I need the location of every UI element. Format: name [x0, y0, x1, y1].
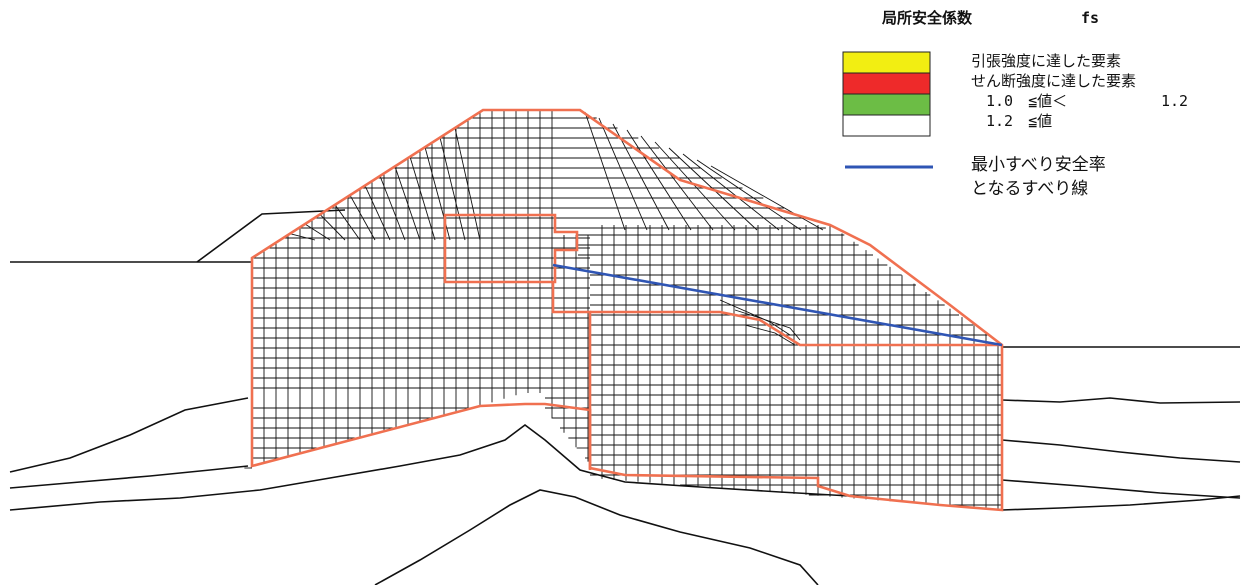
boundary-internal-horizontal	[590, 310, 1002, 347]
legend-swatch-safe	[842, 114, 931, 137]
mesh-fan-right	[598, 117, 648, 231]
ground-line-right-mid	[1001, 397, 1241, 404]
mesh-fan-right	[654, 141, 736, 231]
ground-line-left-dyke	[196, 209, 346, 263]
mesh-fan-right	[640, 135, 714, 231]
mesh-fan-left	[454, 127, 481, 241]
boundary-core	[443, 213, 579, 284]
ground-line-right-deep	[1001, 479, 1241, 499]
mesh-fan-left	[319, 214, 346, 241]
element-mesh	[244, 110, 1002, 510]
mesh-fan-right	[710, 165, 824, 231]
mesh-fan-right	[682, 153, 780, 231]
legend-label-range-upper: 1.2	[1161, 92, 1188, 110]
mesh-fan-left	[289, 233, 316, 241]
mesh-fan-left	[364, 185, 391, 241]
mesh-distortion	[719, 299, 791, 336]
mesh-fan-right	[612, 123, 670, 231]
ground-line-deep	[374, 489, 819, 585]
mesh-fan-right	[696, 159, 802, 231]
zone-boundaries	[250, 108, 1004, 512]
legend-label-shear: せん断強度に達した要素	[971, 72, 1136, 90]
legend-title: 局所安全係数	[881, 9, 973, 27]
ground-line-right-lower	[1001, 439, 1241, 463]
mesh-fan-left	[409, 156, 436, 241]
legend-swatch-range	[842, 93, 931, 116]
boundary-internal-vertical	[551, 282, 592, 470]
mesh-fan-left	[379, 175, 406, 241]
mesh-fan-left	[439, 137, 466, 241]
mesh-distortion	[734, 309, 801, 341]
mesh-fan-left	[304, 223, 331, 241]
mesh-fan-left	[334, 204, 361, 241]
ground-lines	[9, 209, 1241, 585]
legend: 局所安全係数 fs 引張強度に達した要素 せん断強度に達した要素 1.0 ≦値＜…	[842, 9, 1188, 199]
legend-swatch-shear	[842, 72, 931, 95]
mesh-fan-right	[584, 111, 626, 231]
legend-swatch-tension	[842, 51, 931, 74]
ground-line-lower-layer	[9, 424, 1241, 511]
mesh-distortion	[744, 324, 796, 346]
mesh-fan-left	[394, 166, 421, 241]
legend-slip-label-2: となるすべり線	[971, 179, 1088, 199]
ground-line-left-lower	[9, 465, 249, 489]
mesh-fan-right	[626, 129, 692, 231]
ground-line-left-upper	[9, 397, 249, 473]
slip-line	[552, 263, 1003, 347]
legend-label-range: 1.0 ≦値＜	[986, 92, 1067, 110]
legend-label-tension: 引張強度に達した要素	[971, 52, 1121, 70]
mesh-fan-left	[349, 194, 376, 241]
legend-slip-label-1: 最小すべり安全率	[971, 155, 1106, 175]
legend-label-safe: 1.2 ≦値	[986, 112, 1052, 130]
boundary-outer	[250, 108, 1004, 512]
legend-symbol: fs	[1081, 9, 1099, 27]
